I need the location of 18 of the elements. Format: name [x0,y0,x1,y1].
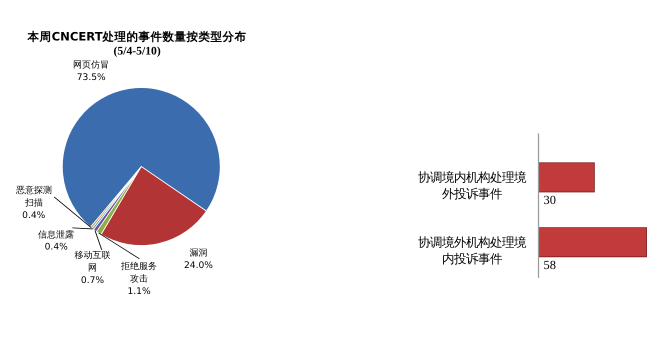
data-label: 0.4% [44,242,68,253]
y-tick-label: 协调境内机构处理境外投诉事件 [418,170,526,202]
slice-label: 信息泄露 [38,229,74,240]
data-label: 24.0% [184,261,214,272]
data-label: 0.4% [22,210,46,221]
data-label: 0.7% [80,276,104,286]
chart-subtitle: (5/4-5/10) [114,44,161,58]
slice-label: 漏洞 [189,248,208,259]
data-label: 1.1% [127,287,151,298]
data-label: 73.5% [76,73,106,84]
slice-label: 恶意探测扫描 [14,184,52,208]
y-tick-label: 协调境外机构处理境内投诉事件 [418,235,526,266]
slice-label: 移动互联网 [74,250,111,274]
chart-title: 本周CNCERT处理的事件数量按类型分布 [26,29,247,44]
slice-label: 网页仿冒 [73,60,110,71]
data-label: 30 [543,192,556,207]
slice-label: 拒绝服务攻击 [120,261,158,285]
data-label: 58 [543,258,556,272]
